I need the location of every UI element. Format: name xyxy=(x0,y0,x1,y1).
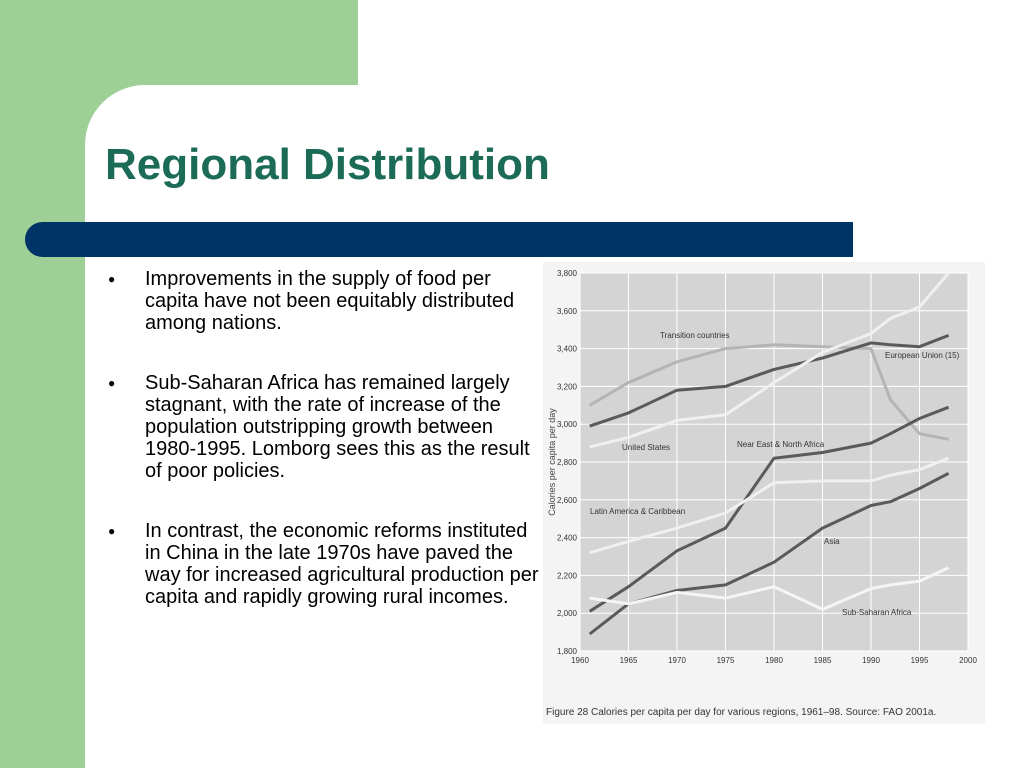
series-line xyxy=(589,272,950,449)
y-tick-label: 1,800 xyxy=(557,647,578,656)
series-line xyxy=(588,405,950,613)
x-tick-label: 1960 xyxy=(571,656,589,665)
series-line xyxy=(589,566,950,611)
x-tick-label: 1995 xyxy=(911,656,929,665)
y-tick-label: 2,800 xyxy=(557,458,578,467)
background xyxy=(358,0,1024,85)
x-tick-label: 1965 xyxy=(620,656,638,665)
y-tick-label: 2,000 xyxy=(557,609,578,618)
y-tick-label: 3,400 xyxy=(557,345,578,354)
x-tick-label: 1970 xyxy=(668,656,686,665)
y-tick-label: 2,400 xyxy=(557,534,578,543)
chart: Figure 28 Calories per capita per day fo… xyxy=(543,262,985,724)
y-axis-label: Calories per capita per day xyxy=(547,408,557,516)
x-tick-label: 1975 xyxy=(717,656,735,665)
x-tick-label: 2000 xyxy=(959,656,977,665)
y-tick-label: 2,600 xyxy=(557,496,578,505)
series-label: Near East & North Africa xyxy=(737,440,825,449)
series-label: Latin America & Caribbean xyxy=(590,507,685,516)
bullet: Improvements in the supply of food per c… xyxy=(108,268,540,334)
series-line xyxy=(588,343,949,441)
x-tick-label: 1990 xyxy=(862,656,880,665)
bullet: In contrast, the economic reforms instit… xyxy=(108,520,540,608)
divider-bar xyxy=(25,222,853,257)
y-tick-label: 3,600 xyxy=(557,307,578,316)
bullet: Sub-Saharan Africa has remained largely … xyxy=(108,372,540,482)
series-line xyxy=(589,456,950,555)
bullet-list: Improvements in the supply of food per c… xyxy=(108,268,548,646)
y-tick-label: 2,200 xyxy=(557,571,578,580)
x-tick-label: 1980 xyxy=(765,656,783,665)
series-line xyxy=(589,334,950,428)
series-label: Transition countries xyxy=(660,331,730,340)
series-label: Sub-Saharan Africa xyxy=(842,608,912,617)
slide-title: Regional Distribution xyxy=(105,140,550,189)
figure-caption: Figure 28 Calories per capita per day fo… xyxy=(546,707,936,718)
x-tick-label: 1985 xyxy=(814,656,832,665)
series-label: United States xyxy=(622,443,670,452)
y-tick-label: 3,000 xyxy=(557,420,578,429)
y-tick-label: 3,200 xyxy=(557,382,578,391)
y-tick-label: 3,800 xyxy=(557,269,578,278)
series-label: Asia xyxy=(824,537,840,546)
series-label: European Union (15) xyxy=(885,351,960,360)
